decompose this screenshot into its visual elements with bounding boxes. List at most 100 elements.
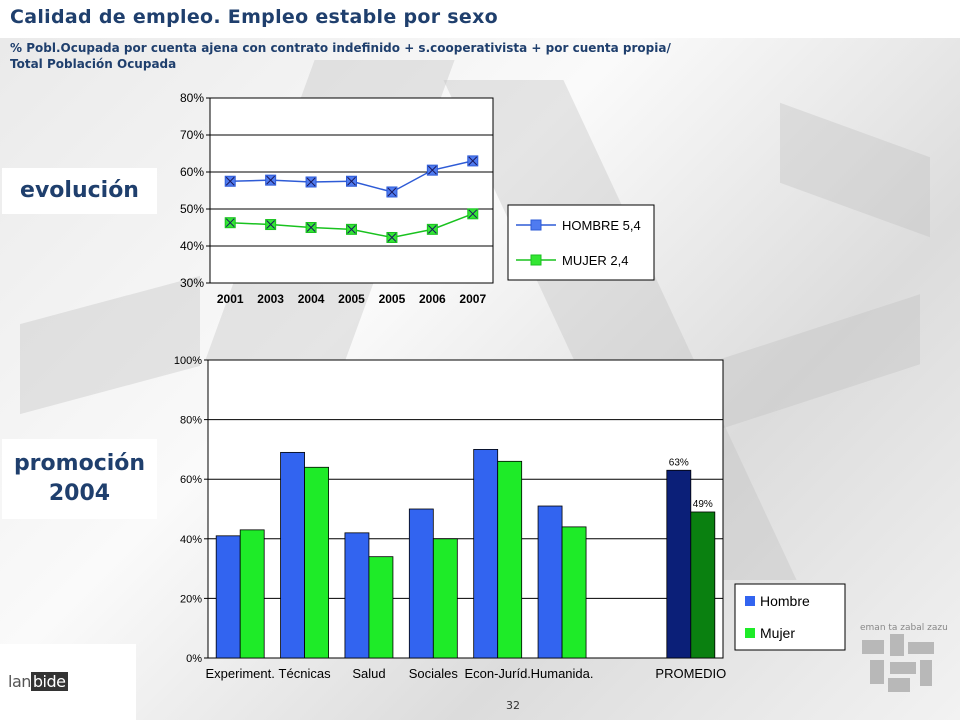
bar-hombre [280, 451, 305, 659]
line-point-cross [387, 233, 397, 242]
line-legend-marker [530, 219, 542, 231]
bar-data-label: 49% [693, 499, 713, 510]
line-point-hombre [426, 164, 438, 176]
bar-y-tick-label: 40% [180, 534, 202, 546]
line-x-tick-label: 2004 [298, 292, 325, 306]
line-point-mujer [467, 208, 479, 220]
line-point-cross [225, 218, 235, 228]
line-legend-label: HOMBRE 5,4 [562, 218, 641, 233]
line-point-cross [468, 156, 478, 166]
line-point-cross [468, 209, 478, 219]
bar-y-tick-label: 100% [174, 355, 202, 367]
logo-text-a: lan [8, 672, 31, 691]
bar-mujer [304, 466, 329, 659]
bar-legend-label: Hombre [760, 593, 810, 609]
section-label-promocion: promoción 2004 [2, 439, 157, 519]
bar-legend-label: Mujer [760, 625, 795, 641]
bar-chart: 0% 20% 40% 60% 80% 100% Experiment. Técnicas Sal… [174, 355, 846, 681]
line-y-tick-label: 40% [180, 239, 204, 253]
bar-hombre [473, 449, 499, 659]
lanbide-logo [0, 644, 136, 720]
bar-y-tick-label: 0% [186, 653, 202, 665]
section-label-evolucion: evolución [2, 168, 157, 214]
bar-y-tick-label: 60% [180, 474, 202, 486]
bar-mujer [432, 538, 458, 659]
line-point-cross [306, 223, 316, 232]
line-point-cross [266, 175, 275, 185]
background-shape [780, 102, 930, 238]
bar-data-label: 63% [669, 457, 689, 468]
line-x-tick-label: 2005 [379, 292, 406, 306]
line-point-cross [347, 224, 356, 234]
bar-legend: Hombre Mujer [734, 583, 846, 651]
bar-x-tick-label: Sociales [409, 666, 459, 681]
bar-hombre [537, 505, 563, 659]
subtitle-line-2: Total Población Ocupada [10, 57, 177, 71]
bar-legend-swatch [745, 628, 755, 638]
bar-legend-swatch [745, 596, 755, 606]
line-point-cross [347, 176, 356, 186]
bar-x-tick-label: Salud [352, 666, 385, 681]
bar-hombre [215, 535, 241, 659]
line-legend-box [507, 204, 655, 281]
line-x-tick-label: 2006 [419, 292, 446, 306]
line-point-hombre [265, 174, 277, 186]
line-point-mujer [386, 231, 398, 243]
line-point-mujer [426, 223, 438, 235]
bar-hombre [344, 532, 370, 659]
line-point-cross [306, 177, 316, 187]
promocion-year: 2004 [48, 481, 111, 506]
line-point-mujer [265, 219, 277, 231]
line-chart: 30% 40% 50% 60% 70% 80% 2001 2003 2004 2005 2005 20… [180, 91, 655, 306]
line-point-cross [225, 176, 235, 186]
bar-x-tick-label: Técnicas [279, 666, 332, 681]
line-point-mujer [224, 217, 236, 229]
line-point-hombre [305, 176, 317, 188]
line-point-cross [428, 165, 437, 175]
line-legend-label: MUJER 2,4 [562, 253, 628, 268]
bar-mujer [368, 556, 394, 659]
bar-x-tick-label: Humanida. [531, 666, 594, 681]
bar-y-tick-label: 20% [180, 593, 202, 605]
logo-text-b: bide [30, 672, 68, 691]
line-y-tick-label: 80% [180, 91, 204, 105]
slide-title: Calidad de empleo. Empleo estable por se… [10, 6, 498, 28]
line-x-tick-label: 2003 [257, 292, 284, 306]
line-y-tick-label: 60% [180, 165, 204, 179]
line-y-tick-label: 70% [180, 128, 204, 142]
line-y-tick-label: 30% [180, 276, 204, 290]
line-x-tick-label: 2001 [217, 292, 244, 306]
line-point-cross [387, 187, 397, 197]
emblem-caption: eman ta zabal zazu [860, 623, 948, 633]
line-x-tick-label: 2007 [459, 292, 486, 306]
line-point-cross [428, 224, 437, 234]
slide-subtitle: % Pobl.Ocupada por cuenta ajena con cont… [10, 40, 671, 72]
line-legend-marker [530, 254, 542, 266]
bar-mujer [239, 529, 265, 659]
bar-mujer [497, 460, 523, 659]
line-point-cross [266, 220, 275, 229]
line-point-mujer [305, 222, 317, 233]
subtitle-line-1: % Pobl.Ocupada por cuenta ajena con cont… [10, 41, 671, 55]
line-x-tick-label: 2005 [338, 292, 365, 306]
bar-hombre [408, 508, 434, 659]
page-number: 32 [506, 699, 520, 712]
bar-mujer [561, 526, 587, 659]
bar-hombre [666, 469, 692, 659]
bar-y-tick-label: 80% [180, 415, 202, 427]
lanbide-logo-text: lan bide [8, 672, 68, 691]
line-point-hombre [224, 175, 236, 187]
promocion-label: promoción [13, 451, 146, 476]
bar-x-tick-label: Econ-Juríd. [464, 666, 530, 681]
bar-mujer [690, 511, 716, 659]
line-legend: HOMBRE 5,4 MUJER 2,4 [507, 204, 655, 281]
university-emblem-icon [862, 634, 934, 692]
bar-x-tick-label: Experiment. [206, 666, 275, 681]
line-point-hombre [346, 175, 357, 187]
bar-legend-box [734, 583, 846, 651]
line-point-hombre [386, 186, 398, 198]
line-point-hombre [467, 155, 479, 167]
title-bar [0, 0, 960, 38]
line-point-mujer [346, 223, 357, 235]
line-plot-area [209, 97, 494, 284]
